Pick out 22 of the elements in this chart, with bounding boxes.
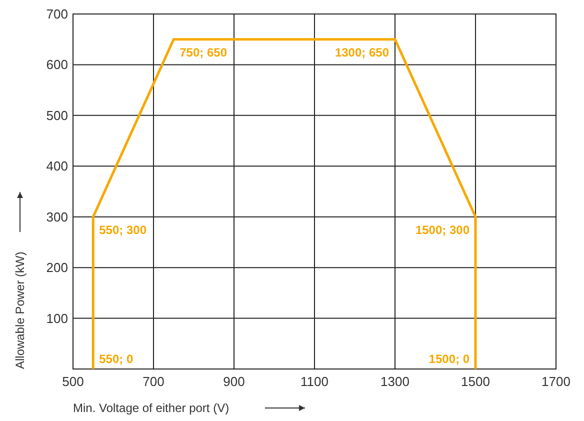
annotation: 550; 300 bbox=[99, 222, 147, 237]
y-tick-label: 200 bbox=[46, 260, 68, 276]
x-tick-label: 900 bbox=[223, 374, 245, 389]
x-tick-label: 500 bbox=[62, 374, 84, 389]
y-tick-label: 400 bbox=[46, 158, 68, 174]
x-tick-label: 1500 bbox=[461, 374, 490, 389]
x-tick-label: 1700 bbox=[542, 374, 570, 389]
y-tick-label: 500 bbox=[46, 108, 68, 123]
x-tick-label: 1300 bbox=[380, 374, 410, 389]
y-tick-label: 100 bbox=[46, 310, 68, 326]
y-tick-label: 600 bbox=[46, 57, 68, 72]
annotation: 750; 650 bbox=[180, 45, 228, 60]
x-tick-label: 700 bbox=[142, 374, 164, 389]
x-tick-label: 1100 bbox=[300, 374, 328, 389]
x-axis-title: Min. Voltage of either port (V) bbox=[73, 401, 230, 415]
annotation: 1300; 650 bbox=[334, 45, 390, 60]
annotation: 550; 0 bbox=[99, 352, 134, 366]
y-tick-label: 300 bbox=[46, 209, 68, 224]
annotation: 1500; 300 bbox=[415, 222, 470, 237]
y-tick-label: 700 bbox=[46, 6, 68, 22]
y-axis-title: Allowable Power (kW) bbox=[13, 252, 27, 369]
annotation: 1500; 0 bbox=[428, 352, 470, 366]
